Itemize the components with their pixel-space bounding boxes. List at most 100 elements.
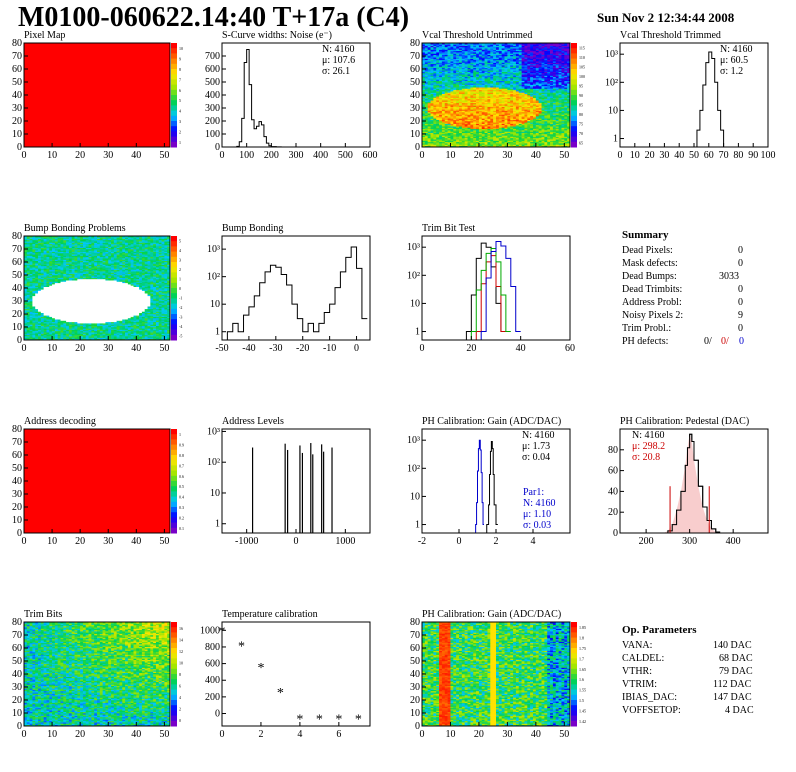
heatmap-cell xyxy=(484,97,488,100)
heatmap-cell xyxy=(530,43,534,45)
heatmap-cell xyxy=(481,123,485,126)
heatmap-cell xyxy=(424,106,428,109)
heatmap-cell xyxy=(32,310,36,312)
heatmap-cell xyxy=(436,122,440,124)
heatmap-cell xyxy=(433,102,437,105)
heatmap-cell xyxy=(521,117,525,119)
heatmap-cell xyxy=(24,290,28,293)
heatmap-cell xyxy=(481,104,485,106)
heatmap-cell xyxy=(493,101,497,104)
heatmap-cell xyxy=(567,87,571,89)
heatmap-cell xyxy=(547,91,551,93)
heatmap-cell xyxy=(490,130,494,132)
heatmap-cell xyxy=(541,93,545,96)
heatmap-cell xyxy=(29,315,33,317)
heatmap-cell xyxy=(507,92,511,94)
heatmap-cell xyxy=(510,76,514,79)
heatmap-cell xyxy=(35,298,39,300)
heatmap-cell xyxy=(476,118,480,120)
heatmap-cell xyxy=(478,50,483,53)
heatmap-cell xyxy=(447,141,451,144)
heatmap-cell xyxy=(444,102,448,105)
heatmap-cell xyxy=(484,72,488,75)
heatmap-cell xyxy=(32,284,36,286)
heatmap-cell xyxy=(564,93,568,96)
heatmap-cell xyxy=(567,95,571,97)
palette-segment xyxy=(171,141,177,148)
heatmap-cell xyxy=(467,93,471,96)
heatmap-cell xyxy=(561,84,565,87)
heatmap-cell xyxy=(487,123,491,126)
heatmap-cell xyxy=(422,126,426,128)
heatmap-cell xyxy=(544,122,548,124)
heatmap-cell xyxy=(515,49,520,52)
heatmap-cell xyxy=(427,82,431,84)
heatmap-cell xyxy=(510,95,514,97)
heatmap-cell xyxy=(552,79,557,81)
heatmap-cell xyxy=(430,84,434,87)
heatmap-cell xyxy=(510,75,514,78)
heatmap-cell xyxy=(507,134,511,136)
heatmap-cell xyxy=(473,130,477,132)
heatmap-cell xyxy=(550,46,554,49)
heatmap-cell xyxy=(447,122,451,124)
heatmap-cell xyxy=(459,98,463,101)
heatmap-cell xyxy=(35,317,39,320)
heatmap-cell xyxy=(567,50,571,53)
heatmap-cell xyxy=(29,242,33,245)
heatmap-cell xyxy=(436,132,440,135)
heatmap-cell xyxy=(43,276,47,278)
heatmap-cell xyxy=(521,135,525,137)
heatmap-cell xyxy=(453,113,457,115)
heatmap-cell xyxy=(422,141,426,144)
heatmap-cell xyxy=(490,128,494,131)
heatmap-cell xyxy=(476,89,480,92)
heatmap-cell xyxy=(541,100,545,102)
heatmap-cell xyxy=(530,127,534,130)
heatmap-cell xyxy=(427,76,431,79)
heatmap-cell xyxy=(547,63,551,66)
heatmap-cell xyxy=(481,108,485,110)
heatmap-cell xyxy=(527,67,531,70)
heatmap-cell xyxy=(422,76,426,79)
heatmap-cell xyxy=(439,54,443,57)
heatmap-cell xyxy=(481,109,485,111)
heatmap-cell xyxy=(456,72,460,75)
heatmap-cell xyxy=(38,282,42,285)
heatmap-cell xyxy=(564,134,568,136)
heatmap-cell xyxy=(459,122,463,124)
heatmap-cell xyxy=(550,82,554,84)
heatmap-cell xyxy=(35,290,39,293)
heatmap-cell xyxy=(467,139,471,141)
heatmap-cell xyxy=(550,139,554,141)
heatmap-cell xyxy=(450,124,454,127)
heatmap-cell xyxy=(447,56,451,58)
heatmap-cell xyxy=(436,110,440,113)
heatmap-cell xyxy=(538,106,542,109)
heatmap-cell xyxy=(444,121,448,123)
heatmap-cell xyxy=(40,259,44,261)
heatmap-cell xyxy=(26,325,30,328)
heatmap-cell xyxy=(547,119,551,122)
heatmap-cell xyxy=(467,57,471,59)
heatmap-cell xyxy=(430,53,434,55)
heatmap-cells xyxy=(422,43,571,148)
heatmap-cell xyxy=(484,52,488,54)
heatmap-cell xyxy=(464,45,468,48)
heatmap-cell xyxy=(538,65,542,67)
heatmap-cell xyxy=(538,96,542,98)
heatmap-cell xyxy=(453,126,457,128)
heatmap-cell xyxy=(538,76,542,79)
heatmap-cell xyxy=(424,109,428,111)
heatmap-cell xyxy=(26,298,30,300)
heatmap-cell xyxy=(444,72,448,75)
heatmap-cell xyxy=(535,58,539,61)
heatmap-cell xyxy=(507,43,511,45)
heatmap-cell xyxy=(538,48,542,50)
heatmap-cell xyxy=(493,131,497,133)
heatmap-cell xyxy=(38,278,42,281)
heatmap-cell xyxy=(470,43,474,45)
heatmap-cell xyxy=(424,83,428,85)
heatmap-cell xyxy=(422,139,426,141)
y-tick-label: 0 xyxy=(215,142,220,153)
